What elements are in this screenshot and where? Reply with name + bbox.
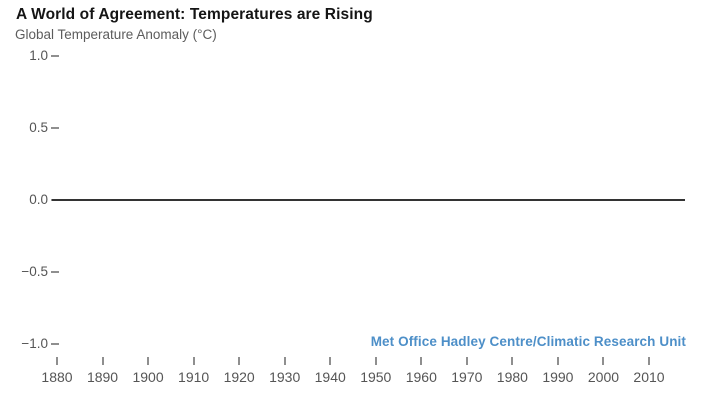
x-tick-label: 1900 — [132, 369, 164, 385]
x-tick-mark — [511, 357, 514, 365]
x-tick-label: 1960 — [405, 369, 437, 385]
x-tick-mark — [56, 357, 58, 365]
x-tick-mark — [556, 357, 559, 365]
x-tick-mark — [602, 357, 605, 365]
x-tick-mark — [374, 357, 377, 365]
x-tick-mark — [329, 357, 332, 365]
source-attribution: Met Office Hadley Centre/Climatic Resear… — [370, 334, 686, 349]
x-tick-mark — [147, 357, 150, 365]
y-tick-mark — [51, 343, 59, 345]
zero-baseline-line — [52, 199, 685, 201]
x-tick-label: 1980 — [496, 369, 528, 385]
y-tick-mark — [51, 127, 59, 129]
x-tick-label: 1970 — [451, 369, 483, 385]
y-tick-label: −1.0 — [21, 336, 48, 351]
y-tick-mark — [51, 271, 59, 273]
x-tick-label: 1910 — [178, 369, 210, 385]
x-tick-mark — [647, 357, 650, 365]
chart-title: A World of Agreement: Temperatures are R… — [16, 6, 373, 23]
x-tick-mark — [238, 357, 241, 365]
x-tick-mark — [465, 357, 468, 365]
x-tick-label: 2000 — [587, 369, 620, 385]
x-tick-label: 1890 — [86, 369, 119, 385]
x-tick-label: 1930 — [269, 369, 301, 385]
x-tick-mark — [283, 357, 286, 365]
x-tick-mark — [192, 357, 195, 365]
y-tick-label: 0.0 — [29, 192, 48, 207]
x-tick-label: 2010 — [633, 369, 665, 385]
x-tick-label: 1880 — [41, 369, 73, 385]
x-tick-mark — [420, 357, 423, 365]
y-tick-mark — [51, 55, 59, 57]
y-tick-label: 0.5 — [29, 120, 48, 135]
x-tick-label: 1950 — [360, 369, 392, 385]
x-tick-label: 1990 — [542, 369, 574, 385]
x-tick-label: 1940 — [314, 369, 346, 385]
y-tick-label: 1.0 — [29, 48, 48, 63]
y-axis-title: Global Temperature Anomaly (°C) — [15, 27, 217, 42]
x-tick-mark — [101, 357, 104, 365]
y-tick-label: −0.5 — [21, 264, 48, 279]
x-tick-label: 1920 — [223, 369, 255, 385]
